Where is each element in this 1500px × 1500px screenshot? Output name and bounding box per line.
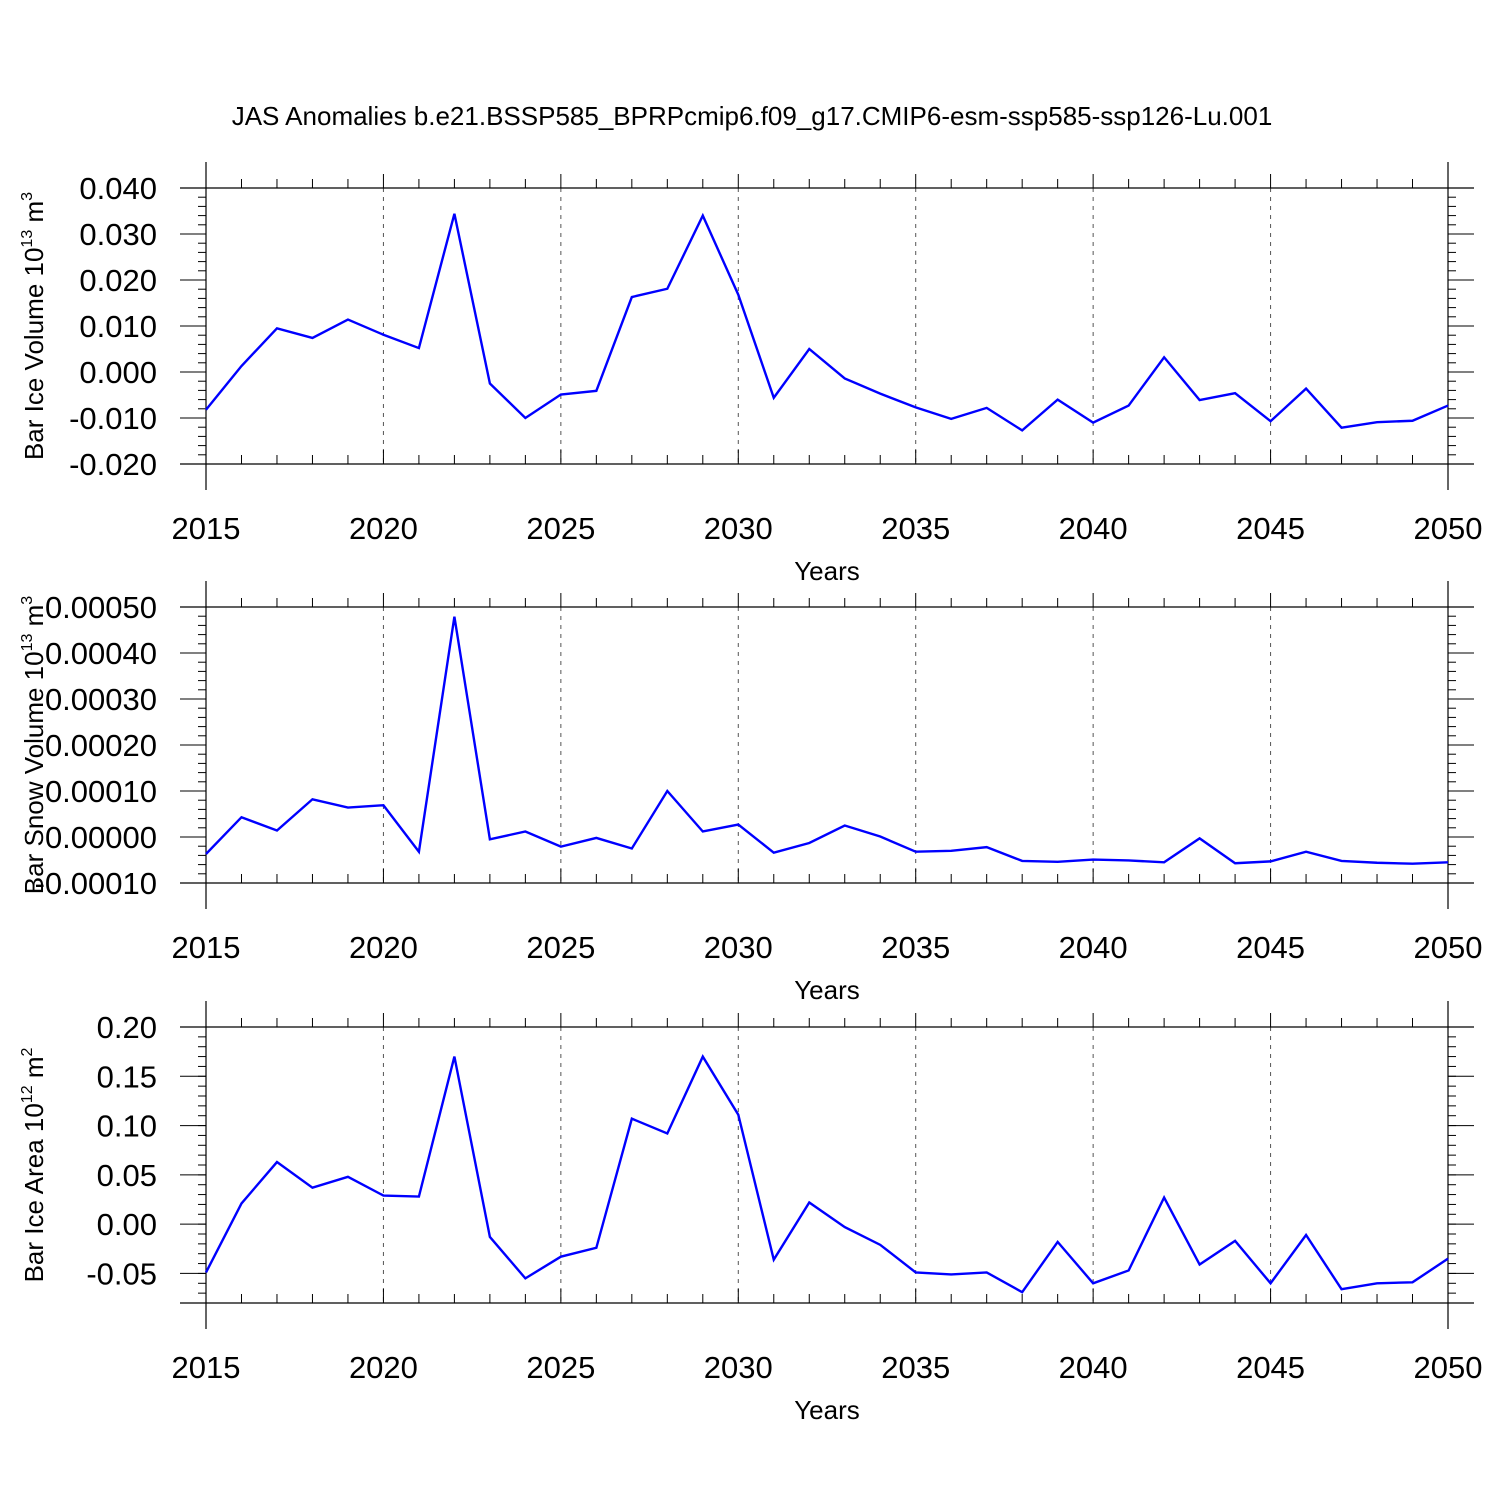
- x-tick-label: 2020: [349, 930, 418, 965]
- x-tick-label: 2020: [349, 511, 418, 546]
- y-tick-label: 0.00000: [45, 820, 157, 855]
- y-tick-label: 0.00010: [45, 774, 157, 809]
- x-tick-label: 2045: [1236, 1350, 1305, 1385]
- series-line: [205, 212, 1449, 432]
- y-tick-label: 0.020: [79, 263, 157, 298]
- x-tick-label: 2030: [704, 1350, 773, 1385]
- y-tick-label: 0.010: [79, 309, 157, 344]
- panel-1: -0.020 -0.010 0.000 0.010 0.020 0.030 0.040 201…: [19, 162, 1482, 586]
- y-tick-label: 0.040: [79, 171, 157, 206]
- y-tick-label: -0.010: [69, 401, 157, 436]
- y-tick-label: 0.00050: [45, 590, 157, 625]
- x-axis-label: Years: [794, 1395, 860, 1425]
- y-tick-label: 0.05: [97, 1158, 157, 1193]
- y-tick-label: 0.20: [97, 1010, 157, 1045]
- y-axis-label-text: Bar Snow Volume 10: [19, 651, 49, 894]
- y-axis-label: Bar Snow Volume 1013 m3: [19, 596, 49, 895]
- panel-2: -0.00010 0.00000 0.00010 0.00020 0.00030 0.00…: [19, 581, 1482, 1005]
- y-axis-label: Bar Ice Area 1012 m2: [19, 1047, 49, 1282]
- x-tick-label: 2050: [1414, 511, 1483, 546]
- y-axis-label-unit-exponent: 2: [19, 1047, 36, 1056]
- series-line: [204, 1054, 1449, 1294]
- x-tick-label: 2050: [1414, 930, 1483, 965]
- y-tick-label: 0.000: [79, 355, 157, 390]
- y-tick-label: 0.00020: [45, 728, 157, 763]
- x-axis-label: Years: [794, 556, 860, 586]
- y-axis-label-unit: m: [19, 201, 49, 230]
- y-tick-label: -0.020: [69, 447, 157, 482]
- y-tick-label: 0.00040: [45, 636, 157, 671]
- y-axis-label-unit-exponent: 3: [19, 596, 36, 605]
- y-tick-label: -0.05: [86, 1256, 157, 1291]
- x-tick-label: 2025: [526, 930, 595, 965]
- x-tick-label: 2040: [1059, 930, 1128, 965]
- series-line: [205, 616, 1449, 865]
- x-tick-label: 2020: [349, 1350, 418, 1385]
- panel-3: -0.05 0.00 0.05 0.10 0.15 0.20 2015 2020 2025 203…: [19, 1001, 1482, 1425]
- y-axis-label-text: Bar Ice Area 10: [19, 1103, 49, 1282]
- y-axis-label-text: Bar Ice Volume 10: [19, 248, 49, 460]
- y-tick-label: 0.030: [79, 217, 157, 252]
- x-tick-label: 2025: [526, 511, 595, 546]
- x-tick-label: 2040: [1059, 511, 1128, 546]
- y-axis-label: Bar Ice Volume 1013 m3: [19, 192, 49, 460]
- y-tick-label: 0.10: [97, 1109, 157, 1144]
- y-axis-label-exponent: 13: [19, 230, 36, 248]
- x-tick-label: 2030: [704, 511, 773, 546]
- x-tick-label: 2045: [1236, 930, 1305, 965]
- y-tick-label: 0.15: [97, 1059, 157, 1094]
- y-tick-label: 0.00030: [45, 682, 157, 717]
- x-tick-label: 2035: [881, 930, 950, 965]
- y-axis-label-exponent: 13: [19, 633, 36, 651]
- x-tick-label: 2030: [704, 930, 773, 965]
- x-tick-label: 2015: [172, 1350, 241, 1385]
- y-axis-label-unit: m: [19, 1056, 49, 1085]
- y-tick-label: -0.00010: [35, 866, 157, 901]
- x-tick-label: 2035: [881, 1350, 950, 1385]
- x-tick-label: 2045: [1236, 511, 1305, 546]
- x-tick-label: 2050: [1414, 1350, 1483, 1385]
- x-axis-label: Years: [794, 975, 860, 1005]
- chart-title: JAS Anomalies b.e21.BSSP585_BPRPcmip6.f0…: [232, 101, 1273, 131]
- x-tick-label: 2035: [881, 511, 950, 546]
- x-tick-label: 2040: [1059, 1350, 1128, 1385]
- y-axis-label-unit-exponent: 3: [19, 192, 36, 201]
- x-tick-label: 2015: [172, 511, 241, 546]
- x-tick-label: 2015: [172, 930, 241, 965]
- y-tick-label: 0.00: [97, 1207, 157, 1242]
- panels: -0.020 -0.010 0.000 0.010 0.020 0.030 0.040 201…: [19, 162, 1482, 1425]
- x-tick-label: 2025: [526, 1350, 595, 1385]
- y-axis-label-exponent: 12: [19, 1085, 36, 1103]
- y-axis-label-unit: m: [19, 605, 49, 634]
